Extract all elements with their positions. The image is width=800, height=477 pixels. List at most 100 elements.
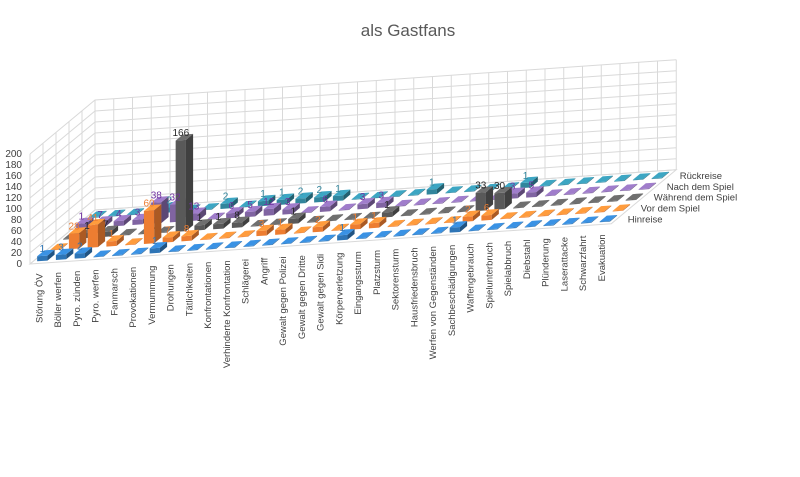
bar-side xyxy=(335,214,344,221)
bar-nach-dem-spiel-sektorensturm xyxy=(432,196,450,205)
bar-front xyxy=(425,223,436,225)
bar-top xyxy=(126,208,145,215)
bar-top xyxy=(107,209,126,217)
bar-top xyxy=(518,210,537,218)
bar-hinreise-angriff xyxy=(262,238,280,246)
bar-vor-dem-spiel-gewalt-gegen-dritte xyxy=(312,220,331,233)
data-label-nach-dem-spiel: 13 xyxy=(188,202,200,213)
gridline xyxy=(29,81,677,177)
bar-front xyxy=(576,182,587,185)
bar-nach-dem-spiel-pyro-zuenden xyxy=(113,214,132,227)
bar-rueckreise-verhinderte-konfrontation xyxy=(276,193,295,206)
bar-top xyxy=(130,247,149,255)
y-tick-label: 80 xyxy=(11,215,23,226)
bar-top xyxy=(400,208,419,216)
bar-front xyxy=(487,228,498,231)
bar-side xyxy=(291,237,299,244)
bar-top xyxy=(569,197,587,204)
bar-front xyxy=(299,241,310,244)
bar-side xyxy=(99,210,107,218)
bar-top xyxy=(550,198,569,206)
bar-hinreise-gewalt-gegen-sidi xyxy=(318,234,336,242)
category-label: Werfen von Gegenständen xyxy=(428,246,439,359)
bar-side xyxy=(84,247,93,258)
bar-top xyxy=(175,133,194,141)
bar-rueckreise-platzsturm xyxy=(426,183,445,195)
data-label-rueckreise: 2 xyxy=(223,192,229,203)
bar-top xyxy=(426,183,445,190)
bar-top xyxy=(231,216,250,223)
bar-front xyxy=(344,218,355,221)
bar-side xyxy=(511,182,520,189)
bar-nach-dem-spiel-schlaegerei xyxy=(282,202,300,215)
bar-side xyxy=(586,176,595,184)
bar-side xyxy=(534,220,543,227)
bar-front xyxy=(213,223,224,230)
bar-front xyxy=(143,210,155,244)
y-tick-label: 140 xyxy=(5,182,22,193)
bar-side xyxy=(97,218,106,248)
bar-hinreise-waffengebrauch xyxy=(468,224,486,232)
bar-front xyxy=(557,184,569,186)
category-label: Konfrontationen xyxy=(203,262,214,329)
bar-waehrend-dem-spiel-gewalt-gegen-sidi xyxy=(344,212,362,221)
bar-front xyxy=(226,212,237,219)
bar-top xyxy=(563,187,582,195)
bar-front xyxy=(231,222,243,228)
bar-side xyxy=(260,219,269,226)
bar-top xyxy=(112,248,130,256)
bar-side xyxy=(611,185,619,192)
bar-side xyxy=(129,228,137,236)
category-labels: Störung ÖV Böller werfen Pyro. zünden Pyro.… xyxy=(34,234,608,368)
bar-front xyxy=(443,221,455,224)
data-label-nach-dem-spiel: 5 xyxy=(247,200,253,211)
bar-top xyxy=(556,208,574,215)
bar-front xyxy=(220,203,231,209)
bar-side xyxy=(178,244,186,252)
series-label: Rückreise xyxy=(680,171,722,182)
bar-side xyxy=(474,184,482,192)
bar-front xyxy=(338,209,349,211)
gridlines xyxy=(28,59,678,265)
bar-front xyxy=(438,212,449,214)
bar-front xyxy=(632,179,644,181)
bar-top xyxy=(306,215,325,223)
category-label: Gewalt gegen Dritte xyxy=(297,255,308,339)
bar-front xyxy=(350,223,361,230)
bar-front xyxy=(312,226,323,233)
y-tick-label: 40 xyxy=(11,237,23,248)
category-label: Böller werfen xyxy=(53,272,64,327)
bar-front xyxy=(263,208,274,216)
bar-top xyxy=(537,209,556,217)
bar-top xyxy=(562,217,580,225)
bar-nach-dem-spiel-diebstahl xyxy=(563,187,582,196)
bar-side xyxy=(472,210,481,222)
bar-side xyxy=(560,198,569,206)
category-label: Plünderung xyxy=(541,238,552,287)
bar-side xyxy=(204,218,212,230)
bar-front xyxy=(481,214,492,221)
bar-top xyxy=(276,193,295,201)
bar-side xyxy=(105,215,113,227)
bar-rueckreise-schlaegerei xyxy=(295,192,313,204)
bar-waehrend-dem-spiel-spielabbruch xyxy=(531,199,550,208)
bar-front xyxy=(513,207,524,209)
bar-side xyxy=(161,196,169,223)
bar-front xyxy=(400,214,411,217)
category-label: Sektorensturm xyxy=(391,249,402,311)
bar-top xyxy=(524,220,543,227)
bar-top xyxy=(481,208,499,216)
bar-side xyxy=(185,133,194,232)
bar-front xyxy=(606,200,618,202)
bar-front xyxy=(619,189,631,192)
bar-side xyxy=(536,186,544,197)
bar-side xyxy=(242,216,250,228)
bar-rueckreise-diebstahl xyxy=(576,176,595,185)
bar-hinreise-spielabbruch xyxy=(505,221,524,229)
bar-top xyxy=(350,218,368,225)
bar-top xyxy=(438,206,456,214)
bar-side xyxy=(47,249,55,261)
bar-front xyxy=(456,211,468,213)
bar-front xyxy=(332,195,344,202)
bar-front xyxy=(464,190,475,193)
